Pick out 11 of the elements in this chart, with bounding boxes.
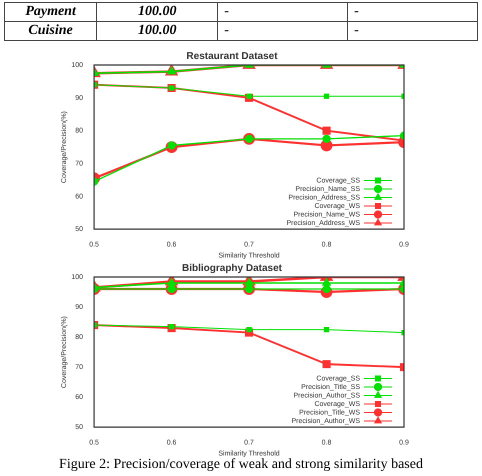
text: 100.00 (96, 22, 218, 40)
text: - (348, 22, 478, 40)
text: - (218, 22, 348, 40)
caption: Figure 2: Precision/coverage of weak and strong similarity based (58, 457, 424, 473)
text: - (348, 2, 478, 22)
text: 100.00 (96, 2, 218, 22)
text: Payment (4, 2, 97, 22)
text: - (218, 2, 348, 22)
text: Cuisine (4, 22, 97, 40)
chart-title: Restaurant Dataset (186, 50, 278, 62)
chart-title: Bibliography Dataset (182, 262, 283, 274)
